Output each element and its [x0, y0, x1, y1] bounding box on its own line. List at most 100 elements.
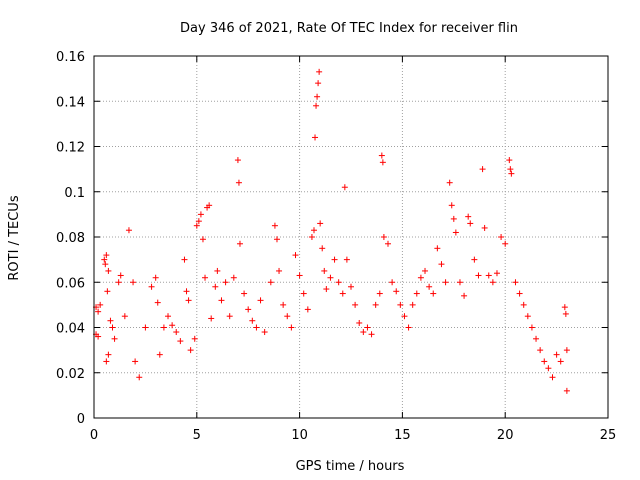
data-point: [489, 279, 496, 286]
data-point: [461, 292, 468, 299]
chart-title: Day 346 of 2021, Rate Of TEC Index for r…: [180, 21, 518, 36]
data-point: [520, 301, 527, 308]
data-point: [249, 317, 256, 324]
data-point: [109, 324, 116, 331]
data-point: [195, 218, 202, 225]
data-point: [364, 324, 371, 331]
data-point: [533, 335, 540, 342]
data-point: [319, 245, 326, 252]
data-point: [261, 329, 268, 336]
data-point: [348, 283, 354, 290]
y-tick-label: 0.06: [56, 276, 85, 291]
data-point: [516, 290, 523, 297]
data-point: [537, 347, 544, 354]
data-point: [438, 261, 445, 268]
data-point: [317, 220, 324, 227]
data-point: [95, 333, 102, 340]
axes: 0 5 10 15 20 25 0 0.02 0.04 0.06 0.08 0.1 0.12 0.14 0.…: [56, 50, 616, 443]
data-point: [148, 283, 155, 290]
data-point: [553, 351, 560, 358]
data-point: [422, 267, 429, 274]
data-point: [506, 157, 513, 164]
data-point: [493, 270, 500, 277]
data-point: [280, 301, 287, 308]
y-tick-label: 0.14: [56, 95, 85, 110]
data-point: [105, 351, 112, 358]
x-tick-label: 0: [90, 428, 98, 443]
data-point: [142, 324, 149, 331]
data-point: [312, 134, 319, 141]
data-point: [165, 313, 172, 320]
data-point: [545, 365, 552, 372]
data-point: [310, 227, 317, 234]
y-tick-label: 0: [77, 412, 85, 427]
data-point: [405, 324, 412, 331]
data-point: [485, 272, 492, 279]
data-point: [130, 279, 137, 286]
data-point: [471, 256, 478, 263]
data-point: [187, 347, 194, 354]
data-point: [397, 301, 404, 308]
data-point: [335, 279, 342, 286]
data-point: [343, 256, 350, 263]
data-point: [197, 211, 204, 218]
y-tick-label: 0.08: [56, 231, 85, 246]
data-point: [304, 306, 311, 313]
data-point: [292, 252, 299, 259]
data-point: [236, 240, 243, 247]
data-point: [267, 279, 274, 286]
x-tick-label: 10: [291, 428, 308, 443]
data-point: [368, 331, 375, 338]
data-point: [426, 283, 433, 290]
data-point: [562, 310, 569, 317]
data-point: [549, 374, 556, 381]
data-point: [452, 229, 459, 236]
data-point: [385, 240, 392, 247]
data-point: [169, 322, 176, 329]
data-point: [276, 267, 283, 274]
data-point: [378, 152, 385, 159]
data-point: [288, 324, 295, 331]
data-point: [393, 288, 400, 295]
data-point: [512, 279, 519, 286]
data-point: [413, 290, 420, 297]
data-point: [241, 290, 248, 297]
data-point: [271, 222, 278, 229]
data-point: [380, 234, 387, 240]
data-point: [417, 274, 424, 281]
data-point: [107, 317, 114, 324]
data-point: [372, 301, 379, 308]
data-point: [561, 304, 568, 311]
data-point: [97, 301, 104, 308]
data-point: [191, 335, 198, 342]
data-point: [409, 301, 416, 308]
data-point: [117, 272, 124, 279]
data-point: [341, 184, 348, 191]
y-tick-label: 0.02: [56, 367, 85, 382]
data-point: [193, 222, 200, 229]
y-tick-label: 0.04: [56, 322, 85, 337]
data-point: [234, 157, 241, 164]
data-point: [331, 256, 338, 263]
data-point: [253, 324, 260, 331]
data-point: [541, 358, 548, 365]
data-point: [379, 159, 386, 166]
data-point: [208, 315, 215, 322]
data-point: [502, 240, 509, 247]
data-point: [183, 288, 190, 295]
data-point: [154, 299, 161, 306]
data-point: [314, 93, 321, 100]
data-point: [152, 274, 159, 281]
data-point: [327, 274, 334, 281]
data-point: [273, 236, 280, 243]
data-point: [339, 290, 346, 297]
data-points: [93, 68, 570, 394]
data-point: [284, 313, 291, 320]
data-point: [356, 319, 363, 326]
data-point: [296, 272, 303, 279]
data-point: [313, 102, 320, 109]
data-point: [230, 274, 237, 281]
y-tick-label: 0.1: [64, 186, 85, 201]
data-point: [102, 261, 109, 268]
